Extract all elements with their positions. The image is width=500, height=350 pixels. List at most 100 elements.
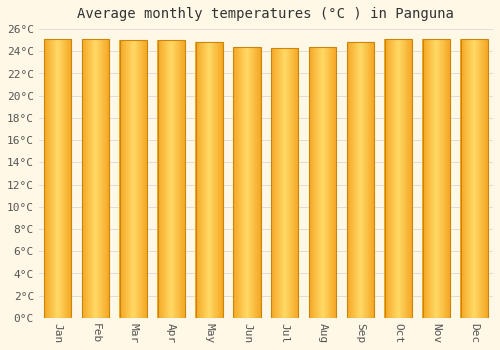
Bar [330,47,331,318]
Bar [83,39,84,318]
Bar [352,42,353,318]
Bar [406,39,407,318]
Bar [294,48,296,318]
Bar [130,40,132,318]
Bar [446,39,447,318]
Bar [282,48,284,318]
Bar [314,47,315,318]
Bar [474,39,475,318]
Bar [234,47,260,318]
Bar [358,42,359,318]
Bar [140,40,141,318]
Bar [385,39,386,318]
Bar [364,42,365,318]
Bar [407,39,408,318]
Bar [298,48,299,318]
Bar [439,39,440,318]
Bar [102,39,104,318]
Bar [427,39,428,318]
Bar [85,39,86,318]
Bar [58,39,59,318]
Bar [137,40,138,318]
Bar [278,48,280,318]
Bar [64,39,66,318]
Bar [158,40,185,318]
Bar [195,42,196,318]
Bar [249,47,250,318]
Bar [87,39,88,318]
Bar [462,39,463,318]
Bar [235,47,236,318]
Bar [291,48,292,318]
Bar [180,40,181,318]
Bar [468,39,469,318]
Bar [177,40,178,318]
Bar [196,42,198,318]
Bar [460,39,461,318]
Bar [408,39,409,318]
Bar [158,40,160,318]
Bar [394,39,395,318]
Bar [212,42,214,318]
Bar [67,39,68,318]
Bar [440,39,441,318]
Bar [106,39,108,318]
Bar [161,40,162,318]
Bar [44,39,72,318]
Bar [436,39,437,318]
Bar [479,39,480,318]
Bar [175,40,176,318]
Bar [139,40,140,318]
Bar [401,39,402,318]
Bar [127,40,128,318]
Bar [465,39,466,318]
Bar [486,39,488,318]
Bar [243,47,244,318]
Bar [277,48,278,318]
Bar [448,39,449,318]
Bar [109,39,110,318]
Bar [318,47,319,318]
Bar [101,39,102,318]
Bar [53,39,54,318]
Bar [446,39,448,318]
Bar [61,39,62,318]
Bar [233,47,234,318]
Bar [211,42,212,318]
Bar [210,42,212,318]
Bar [128,40,130,318]
Bar [69,39,70,318]
Bar [256,47,257,318]
Bar [170,40,172,318]
Bar [44,39,45,318]
Bar [393,39,394,318]
Bar [388,39,390,318]
Bar [104,39,106,318]
Bar [364,42,366,318]
Bar [166,40,167,318]
Bar [482,39,483,318]
Bar [443,39,444,318]
Bar [52,39,53,318]
Bar [442,39,444,318]
Bar [257,47,258,318]
Bar [276,48,277,318]
Title: Average monthly temperatures (°C ) in Panguna: Average monthly temperatures (°C ) in Pa… [78,7,454,21]
Bar [475,39,476,318]
Bar [396,39,397,318]
Bar [484,39,486,318]
Bar [103,39,104,318]
Bar [144,40,146,318]
Bar [205,42,206,318]
Bar [214,42,215,318]
Bar [359,42,360,318]
Bar [399,39,400,318]
Bar [332,47,333,318]
Bar [367,42,368,318]
Bar [434,39,435,318]
Bar [182,40,183,318]
Bar [106,39,107,318]
Bar [163,40,164,318]
Bar [93,39,94,318]
Bar [328,47,329,318]
